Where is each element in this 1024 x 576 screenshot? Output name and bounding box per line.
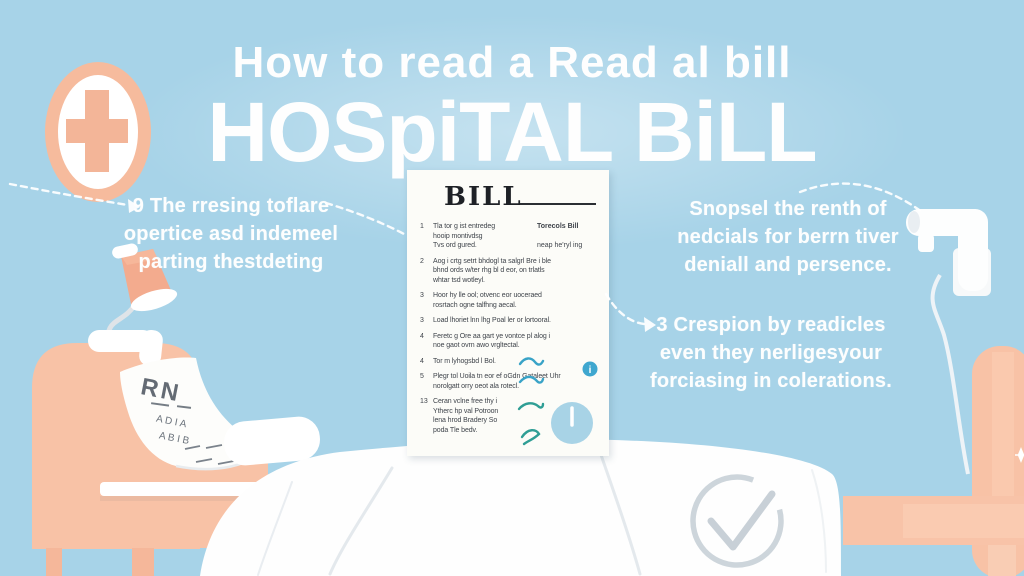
info-icon: i	[582, 361, 598, 377]
clock-icon	[551, 402, 593, 444]
bill-item-list: 1 Tla tor g ist entredeg hooip montivdsg Tv…	[420, 222, 604, 454]
iv-pump-icon	[906, 209, 991, 475]
page-subtitle: HOSpiTAL BiLL	[207, 85, 817, 179]
right-note-bottom-line: forciasing in colerations.	[650, 370, 892, 392]
chair-leg-right	[132, 548, 154, 576]
left-note-line: parting thestdeting	[138, 251, 324, 273]
bill-item: 3 Hoor hy lle ool; otvenc eor uoceraed ros…	[420, 292, 542, 309]
bill-right-column-line: Torecols Bill	[537, 223, 579, 230]
chair-leg-left	[46, 548, 62, 576]
right-note-top-line: nedcials for berrn tiver	[677, 226, 899, 248]
right-note-bottom-line: even they nerligesyour	[659, 342, 883, 364]
lamp-shade-rim	[130, 288, 178, 312]
bill-item: 1 Tla tor g ist entredeg hooip montivdsg Tv…	[420, 223, 495, 249]
connector-right-note-to-iv	[798, 182, 924, 214]
bill-right-column-line: neap he'ryl ing	[537, 241, 583, 249]
right-note-bottom: 3 Crespion by readicles even they nerlig…	[645, 311, 897, 395]
page-title: How to read a Read al bill	[232, 38, 792, 87]
arrowhead-icon	[128, 199, 140, 213]
bill-header: BILL	[444, 182, 523, 212]
lamp-clamp-hook	[139, 329, 163, 367]
bed-frame-bar-highlight	[903, 504, 1024, 538]
squiggle-marks-icon	[517, 357, 545, 446]
right-note-bottom-line: 3 Crespion by readicles	[656, 314, 886, 336]
bill-header-rule	[520, 203, 596, 205]
bed-frame-leg	[988, 545, 1016, 576]
bill-right-column: Torecols Bill neap he'ryl ing	[537, 222, 603, 250]
connector-left-note-to-bill	[324, 201, 408, 237]
lamp-cap	[112, 243, 138, 259]
svg-text:i: i	[589, 365, 592, 376]
left-note-line: 9 The rresing toflare	[132, 195, 330, 217]
sparkle-icon	[1015, 447, 1024, 463]
bill-item: 5 Plegr tol Uoila tn eor ef oGdn Gataleet…	[420, 373, 561, 390]
bill-item: 4 Feretc g Ore aa gart ye vontce pl alog …	[420, 332, 551, 350]
arrowhead-icon	[644, 317, 656, 332]
blanket-folds	[257, 450, 827, 576]
blanket	[200, 438, 841, 576]
connector-cross-to-left-note	[8, 182, 130, 207]
right-note-top-line: deniall and persence.	[684, 254, 892, 276]
bill-item: 4 Tor m lyhogsbd l Bol.	[420, 357, 496, 365]
right-note-top: Snopsel the renth of nedcials for berrn …	[662, 195, 914, 279]
pillow	[224, 416, 320, 466]
bill-item: 3 Load lhoriet lnn lhg Poal ler or lortoo…	[420, 317, 551, 324]
checkmark-icon	[690, 474, 784, 568]
right-note-top-line: Snopsel the renth of	[689, 198, 887, 220]
bill-item: 13 Ceran vclne free thy i Ytherc hp val Po…	[420, 398, 499, 434]
connector-bill-to-right-note	[604, 292, 646, 326]
left-note: 9 The rresing toflare opertice asd indem…	[106, 192, 356, 276]
chair-rail-shadow	[100, 496, 268, 501]
chair-rail	[100, 482, 268, 496]
iv-tube	[930, 273, 970, 475]
left-note-line: opertice asd indemeel	[123, 223, 339, 245]
lamp-icon	[88, 243, 178, 367]
medical-cross-horizontal-bar	[66, 119, 128, 143]
bill-item: 2 Aog i crtg setrt bhdogl ta salgrl Bre i…	[420, 257, 551, 284]
lamp-clamp	[88, 330, 154, 352]
